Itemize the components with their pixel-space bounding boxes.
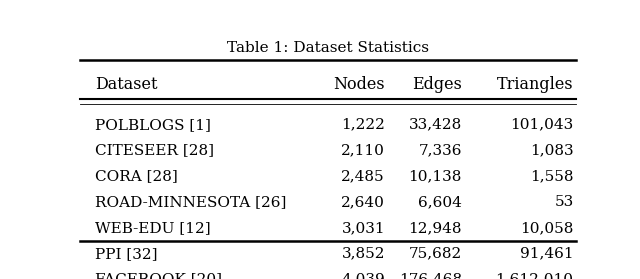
Text: 91,461: 91,461 bbox=[520, 247, 573, 261]
Text: 53: 53 bbox=[554, 195, 573, 209]
Text: 7,336: 7,336 bbox=[419, 144, 462, 158]
Text: 176,468: 176,468 bbox=[399, 273, 462, 279]
Text: 1,612,010: 1,612,010 bbox=[495, 273, 573, 279]
Text: ROAD-MINNESOTA [26]: ROAD-MINNESOTA [26] bbox=[95, 195, 286, 209]
Text: 2,110: 2,110 bbox=[341, 144, 385, 158]
Text: 12,948: 12,948 bbox=[408, 221, 462, 235]
Text: 101,043: 101,043 bbox=[510, 118, 573, 132]
Text: CORA [28]: CORA [28] bbox=[95, 169, 178, 183]
Text: CITESEER [28]: CITESEER [28] bbox=[95, 144, 214, 158]
Text: FACEBOOK [20]: FACEBOOK [20] bbox=[95, 273, 222, 279]
Text: 1,222: 1,222 bbox=[341, 118, 385, 132]
Text: 1,558: 1,558 bbox=[530, 169, 573, 183]
Text: 4,039: 4,039 bbox=[341, 273, 385, 279]
Text: 33,428: 33,428 bbox=[409, 118, 462, 132]
Text: 75,682: 75,682 bbox=[409, 247, 462, 261]
Text: 2,485: 2,485 bbox=[341, 169, 385, 183]
Text: 3,031: 3,031 bbox=[341, 221, 385, 235]
Text: 10,138: 10,138 bbox=[408, 169, 462, 183]
Text: Triangles: Triangles bbox=[497, 76, 573, 93]
Text: Nodes: Nodes bbox=[333, 76, 385, 93]
Text: 3,852: 3,852 bbox=[342, 247, 385, 261]
Text: Table 1: Dataset Statistics: Table 1: Dataset Statistics bbox=[227, 41, 429, 55]
Text: Edges: Edges bbox=[412, 76, 462, 93]
Text: 10,058: 10,058 bbox=[520, 221, 573, 235]
Text: 1,083: 1,083 bbox=[530, 144, 573, 158]
Text: 6,604: 6,604 bbox=[418, 195, 462, 209]
Text: PPI [32]: PPI [32] bbox=[95, 247, 157, 261]
Text: 2,640: 2,640 bbox=[341, 195, 385, 209]
Text: POLBLOGS [1]: POLBLOGS [1] bbox=[95, 118, 211, 132]
Text: WEB-EDU [12]: WEB-EDU [12] bbox=[95, 221, 211, 235]
Text: Dataset: Dataset bbox=[95, 76, 157, 93]
